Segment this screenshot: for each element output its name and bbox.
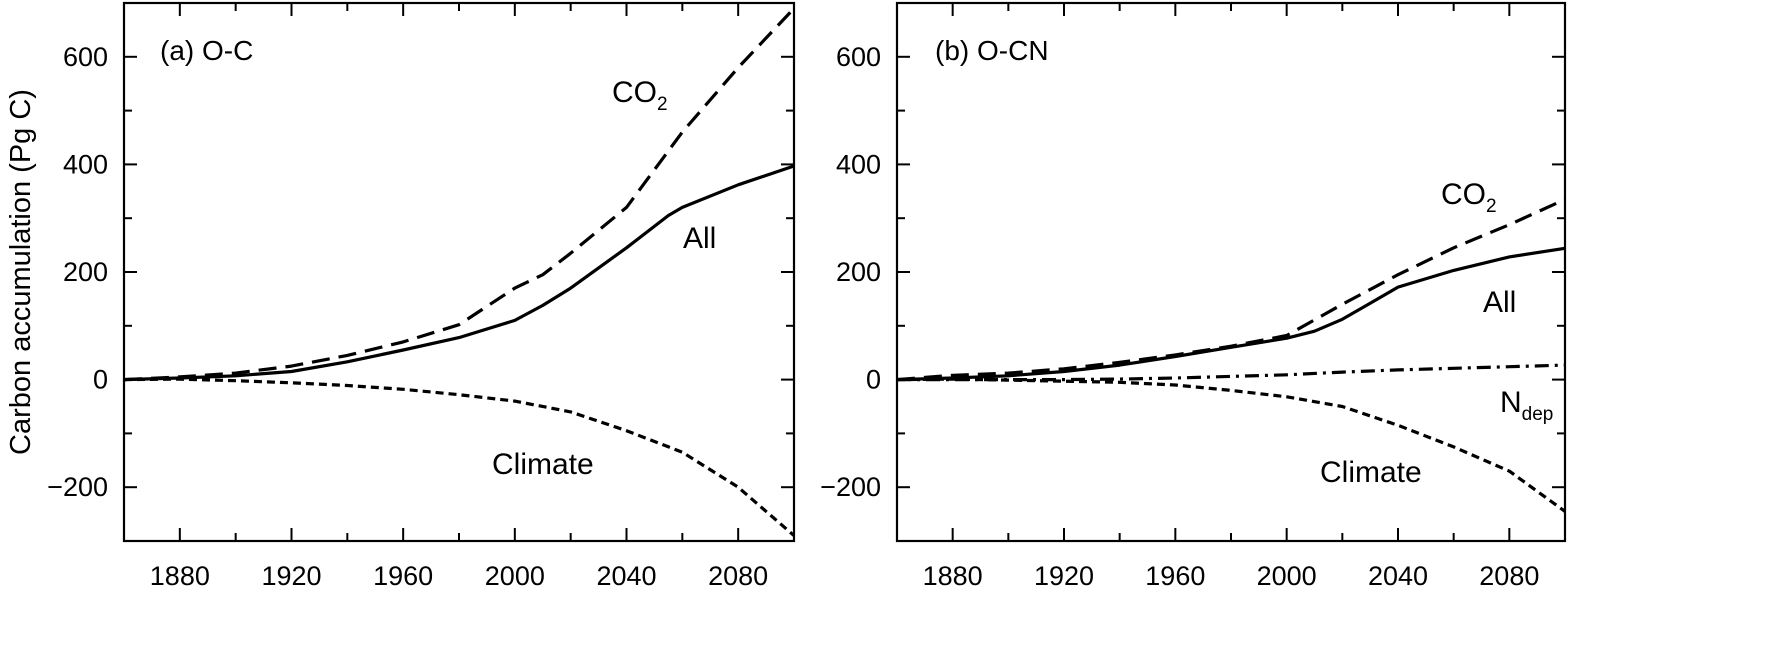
y-tick-label: 400 (63, 149, 108, 179)
series-label-subscript: dep (1522, 404, 1554, 425)
y-tick-label: 400 (836, 149, 881, 179)
series-line-n (897, 363, 1566, 382)
series-label-co: CO2 (1441, 178, 1497, 217)
plot-frame (122, 1, 796, 543)
series-line-climate (896, 377, 1566, 513)
series-label-climate: Climate (492, 448, 594, 481)
x-tick-label: 1920 (261, 561, 321, 591)
panel-title: (b) O-CN (935, 35, 1049, 66)
y-tick-label: 200 (63, 257, 108, 287)
panel-b: −200 0 200 400 600 1880 1920 1960 2000 2040 2080 (b… (820, 1, 1567, 591)
y-axis-label: Carbon accumulation (Pg C) (5, 89, 37, 455)
series-label-all: All (1483, 286, 1516, 319)
y-tick-label: −200 (820, 472, 881, 502)
x-tick-label: 2040 (596, 561, 656, 591)
x-tick-label: 2080 (708, 561, 768, 591)
y-tick-label: 0 (93, 365, 108, 395)
series-label-all: All (683, 222, 716, 255)
x-tick-label: 1960 (373, 561, 433, 591)
x-tick-label: 2000 (485, 561, 545, 591)
series-label-subscript: 2 (1486, 196, 1497, 217)
x-tick-label: 2080 (1479, 561, 1539, 591)
series-label-climate: Climate (1320, 456, 1422, 489)
x-tick-label: 2000 (1257, 561, 1317, 591)
y-tick-label: 600 (836, 42, 881, 72)
y-tick-label: 200 (836, 257, 881, 287)
x-tick-label: 1920 (1034, 561, 1094, 591)
panel-title: (a) O-C (160, 35, 253, 66)
series-label-n: Ndep (1500, 386, 1553, 425)
x-tick-label: 2040 (1368, 561, 1428, 591)
panel-a: −200 0 200 400 600 1880 1920 1960 2000 2040 2080 (a… (47, 1, 796, 591)
series-label-co: CO2 (612, 76, 668, 115)
series-line-all (896, 246, 1566, 382)
x-tick-label: 1880 (150, 561, 210, 591)
series-line-co (123, 7, 796, 382)
series-label-subscript: 2 (657, 94, 668, 115)
series-line-all (123, 164, 795, 382)
series-line-climate (123, 377, 796, 537)
y-tick-label: 0 (866, 365, 881, 395)
plot-frame (895, 1, 1567, 543)
y-tick-label: 600 (63, 42, 108, 72)
series-line-co (896, 197, 1566, 382)
y-tick-label: −200 (47, 472, 108, 502)
x-tick-label: 1960 (1145, 561, 1205, 591)
x-tick-label: 1880 (923, 561, 983, 591)
